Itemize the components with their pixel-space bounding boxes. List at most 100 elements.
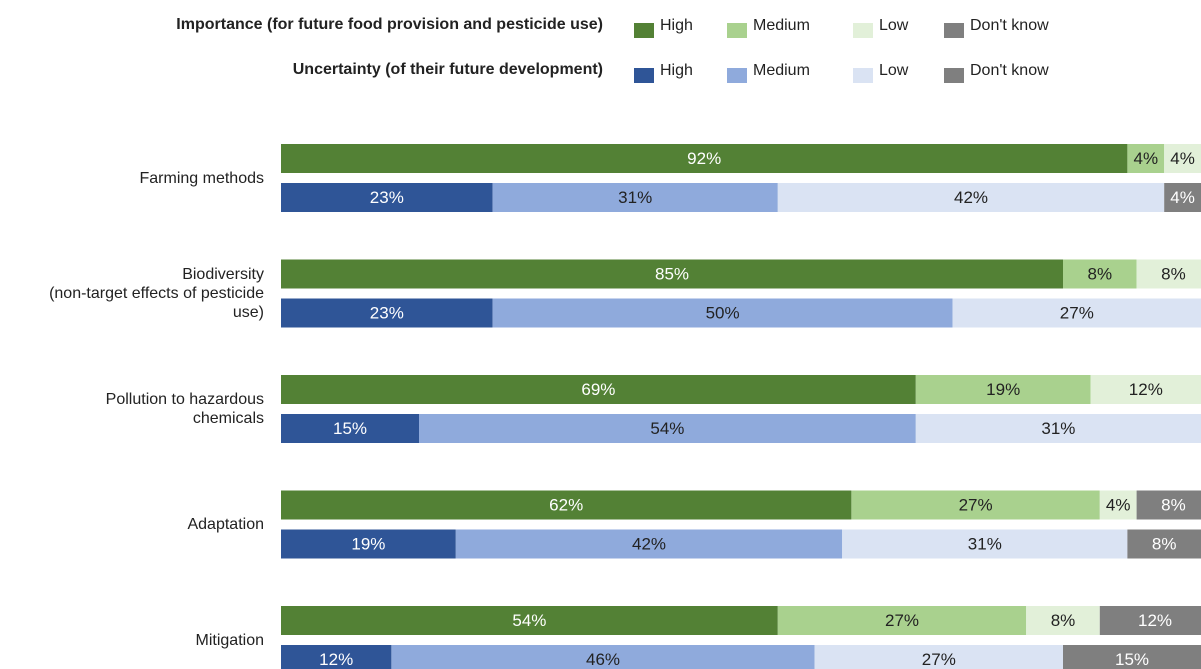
category-label: Pollution to hazardous chemicals — [0, 390, 264, 428]
legend-swatch — [944, 23, 964, 38]
category-label-line: use) — [232, 304, 264, 321]
category-label-line: Mitigation — [195, 631, 264, 649]
data-label: 85% — [655, 265, 689, 284]
bar-segment-importance-high — [281, 259, 1063, 289]
bar-segment-uncertainty-don-t-know — [1063, 645, 1201, 669]
category-label-line: Adaptation — [187, 516, 264, 533]
data-label: 23% — [370, 188, 404, 207]
bar-segment-importance-high — [281, 490, 852, 520]
bar-segment-uncertainty-high — [281, 645, 392, 669]
bar-segment-importance-high — [281, 144, 1128, 173]
data-label: 62% — [549, 496, 583, 515]
bar-segment-importance-medium — [851, 490, 1100, 520]
bar-segment-uncertainty-medium — [391, 645, 815, 669]
category-label-line: chemicals — [192, 410, 264, 427]
bar-segment-uncertainty-medium — [492, 298, 953, 328]
bar-segment-uncertainty-medium — [455, 529, 843, 559]
legend-swatch — [727, 68, 747, 83]
legend-label: Medium — [753, 62, 810, 79]
legend-swatch — [944, 68, 964, 83]
legend-label: Low — [879, 17, 909, 34]
legend-swatch — [634, 23, 654, 38]
data-label: 27% — [959, 496, 993, 515]
legend-swatch — [727, 23, 747, 38]
data-label: 31% — [618, 188, 652, 207]
data-label: 27% — [1060, 304, 1094, 323]
bar-segment-importance-don-t-know — [1136, 490, 1201, 520]
data-label: 23% — [370, 304, 404, 323]
bar-segment-importance-don-t-know — [1099, 606, 1201, 635]
data-label: 19% — [351, 535, 385, 554]
bar-segment-importance-medium — [915, 375, 1091, 404]
category-label: Biodiversity (non-target effects of pesti… — [0, 265, 264, 322]
data-label: 19% — [986, 380, 1020, 399]
bar-segment-importance-low — [1136, 259, 1201, 289]
data-label: 8% — [1161, 496, 1186, 515]
bar-segment-importance-low — [1090, 375, 1201, 404]
data-label: 46% — [586, 650, 620, 669]
bar-segment-importance-medium — [777, 606, 1027, 635]
data-label: 8% — [1088, 265, 1113, 284]
data-label: 54% — [512, 611, 546, 630]
data-label: 8% — [1161, 265, 1186, 284]
legend-swatch — [634, 68, 654, 83]
data-label: 8% — [1152, 535, 1177, 554]
bar-segment-uncertainty-high — [281, 298, 493, 328]
legend-swatch — [853, 23, 873, 38]
legend-row-importance: Importance (for future food provision an… — [0, 12, 1201, 42]
legend-row-uncertainty: Uncertainty (of their future development… — [0, 57, 1201, 87]
category-label: Farming methods — [0, 169, 265, 188]
data-label: 12% — [319, 650, 353, 669]
legend-label: High — [660, 62, 693, 79]
bar-segment-importance-low — [1164, 144, 1201, 173]
bar-segment-importance-medium — [1063, 259, 1137, 289]
data-label: 8% — [1051, 611, 1076, 630]
bar-segment-uncertainty-low — [842, 529, 1128, 559]
bar-segment-uncertainty-don-t-know — [1164, 183, 1201, 212]
bar-segment-uncertainty-high — [281, 529, 456, 559]
legend-title-uncertainty: Uncertainty (of their future development… — [292, 61, 603, 78]
bar-segment-uncertainty-medium — [419, 414, 916, 443]
data-label: 31% — [1041, 419, 1075, 438]
legend-label: Don't know — [970, 17, 1049, 34]
data-label: 4% — [1106, 496, 1131, 515]
data-label: 50% — [706, 304, 740, 323]
data-label: 15% — [333, 419, 367, 438]
chart-legend: Importance (for future food provision an… — [0, 0, 1201, 100]
bar-segment-uncertainty-low — [814, 645, 1063, 669]
bar-segment-importance-low — [1099, 490, 1137, 520]
data-label: 92% — [687, 149, 721, 168]
data-label: 69% — [581, 380, 615, 399]
bar-segment-uncertainty-low — [915, 414, 1201, 443]
category-label-line: Pollution to hazardous — [105, 391, 264, 408]
legend-title-importance: Importance (for future food provision an… — [176, 16, 603, 33]
data-label: 4% — [1170, 188, 1195, 207]
legend-label: High — [660, 17, 693, 34]
category-label: Mitigation — [0, 631, 264, 650]
data-label: 31% — [968, 535, 1002, 554]
bar-segment-uncertainty-low — [777, 183, 1165, 212]
bar-segment-importance-medium — [1127, 144, 1165, 173]
category-label-line: Biodiversity — [182, 266, 264, 283]
data-label: 12% — [1138, 611, 1172, 630]
data-label: 15% — [1115, 650, 1149, 669]
data-label: 42% — [954, 188, 988, 207]
legend-label: Don't know — [970, 62, 1049, 79]
bar-segment-uncertainty-medium — [492, 183, 778, 212]
bar-segment-uncertainty-high — [281, 183, 493, 212]
data-label: 12% — [1129, 380, 1163, 399]
bar-segment-importance-high — [281, 606, 778, 635]
bar-segment-uncertainty-low — [952, 298, 1201, 328]
category-label-line: Farming methods — [139, 169, 265, 187]
legend-label: Medium — [753, 17, 810, 34]
data-label: 42% — [632, 535, 666, 554]
bar-segment-importance-high — [281, 375, 916, 404]
data-label: 4% — [1134, 149, 1159, 168]
data-label: 27% — [885, 611, 919, 630]
bar-segment-uncertainty-don-t-know — [1127, 529, 1201, 559]
bar-segment-importance-low — [1026, 606, 1100, 635]
data-label: 4% — [1170, 149, 1195, 168]
bar-segment-uncertainty-high — [281, 414, 419, 443]
category-label: Adaptation — [0, 515, 264, 534]
